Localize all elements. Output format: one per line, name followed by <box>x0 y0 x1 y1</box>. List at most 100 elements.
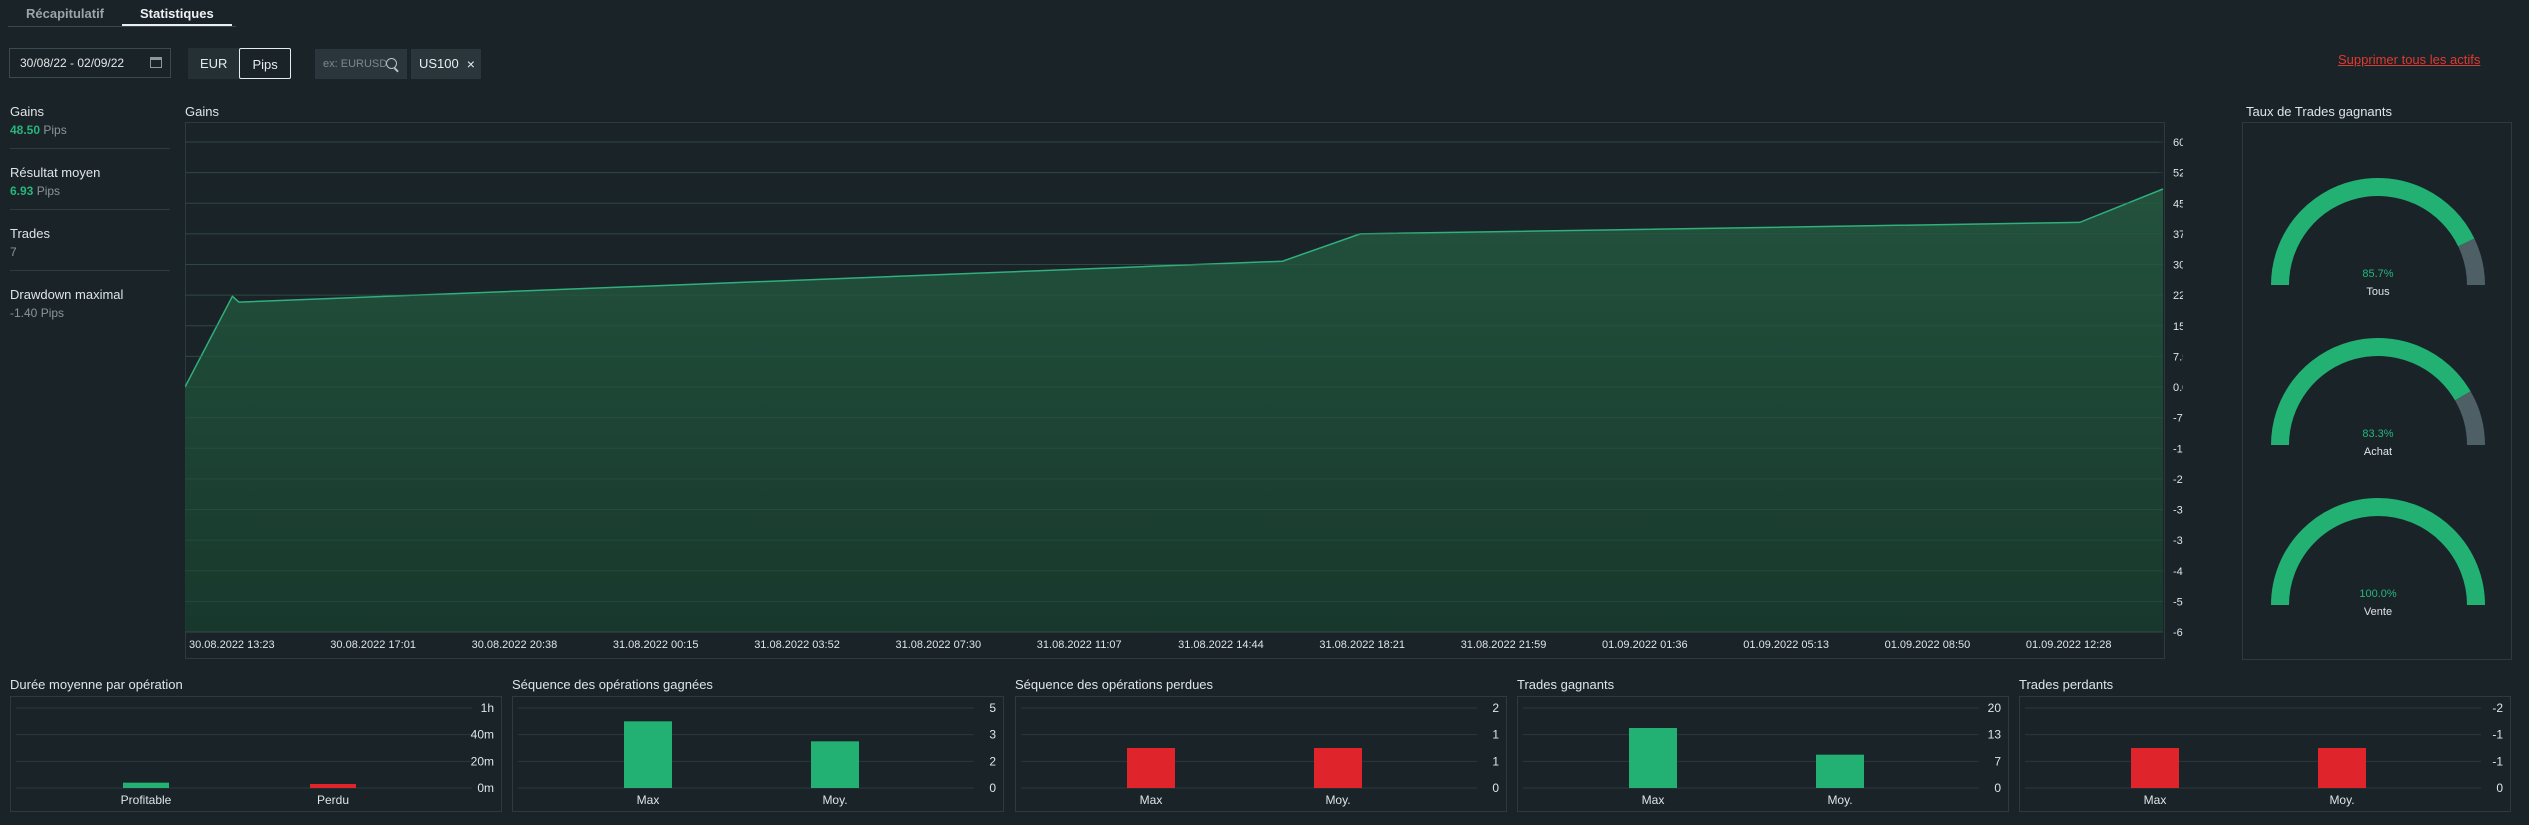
tab-recapitulatif[interactable]: Récapitulatif <box>26 6 105 21</box>
stat-label: Trades <box>10 226 50 241</box>
gauge-label: Vente <box>2364 606 2392 618</box>
gauge-arc-rest <box>2454 391 2485 446</box>
mini-chart: 20 13 7 0 Max Moy. <box>1517 696 2009 812</box>
bar-moy <box>2318 748 2366 788</box>
win-rate-panel: 85.7% Tous 83.3% Achat 100.0% Vente <box>2242 122 2512 660</box>
x-tick-label: Perdu <box>317 793 349 807</box>
bar-profitable <box>123 782 169 788</box>
unit-toggle: EUR Pips <box>188 48 291 79</box>
search-placeholder: ex: EURUSD <box>323 58 388 70</box>
x-tick-label: 31.08.2022 14:44 <box>1178 639 1264 651</box>
asset-chip: US100 × <box>411 49 481 79</box>
y-tick-label: -30.00 <box>2173 505 2183 517</box>
x-tick-label: 01.09.2022 01:36 <box>1602 639 1688 651</box>
bar-max <box>1127 748 1175 788</box>
bar-moy <box>811 741 859 788</box>
gains-chart: 60.00 52.50 45.00 37.50 30.00 22.50 15.00 7.50 0… <box>185 122 2183 659</box>
x-tick-label: Max <box>637 793 660 807</box>
y-tick-label: 5 <box>989 701 996 715</box>
y-tick-label: 0 <box>2496 781 2503 795</box>
y-tick-label: 1 <box>1492 728 1499 742</box>
gauge-tous: 85.7% Tous <box>2271 178 2485 298</box>
gauge-value: 83.3% <box>2362 428 2393 440</box>
mini-chart: -2 -1 -1 0 Max Moy. <box>2019 696 2511 812</box>
stat-label: Drawdown maximal <box>10 287 124 302</box>
stat-value: 7 <box>10 245 17 259</box>
y-tick-label: 3 <box>989 728 996 742</box>
x-tick-label: 30.08.2022 13:23 <box>189 639 275 651</box>
tab-bar: Récapitulatif Statistiques <box>8 0 236 27</box>
y-tick-label: 0 <box>1492 781 1499 795</box>
clear-all-assets-link[interactable]: Supprimer tous les actifs <box>2338 52 2481 67</box>
gauge-value: 85.7% <box>2362 268 2393 280</box>
stat-trades: Trades 7 <box>10 226 170 271</box>
x-tick-label: 31.08.2022 11:07 <box>1037 639 1122 651</box>
x-tick-label: 30.08.2022 20:38 <box>472 639 558 651</box>
mini-chart-title: Trades perdants <box>2019 677 2114 692</box>
x-tick-label: 31.08.2022 00:15 <box>613 639 699 651</box>
asset-search-input[interactable]: ex: EURUSD <box>315 49 407 79</box>
x-tick-label: 31.08.2022 18:21 <box>1319 639 1405 651</box>
x-tick-label: Profitable <box>121 793 172 807</box>
mini-chart: 2 1 1 0 Max Moy. <box>1015 696 1507 812</box>
y-tick-label: 0m <box>477 781 494 795</box>
gauge-arc-value <box>2271 338 2471 446</box>
mini-chart: 1h 40m 20m 0m Profitable Perdu <box>10 696 502 812</box>
y-tick-label: -45.00 <box>2173 566 2183 578</box>
x-tick-label: 31.08.2022 07:30 <box>896 639 982 651</box>
stat-average-result: Résultat moyen 6.93 Pips <box>10 165 170 210</box>
gauge-arc-rest <box>2458 238 2485 286</box>
stat-max-drawdown: Drawdown maximal -1.40 Pips <box>10 287 170 320</box>
stat-value: -1.40 <box>10 306 38 320</box>
stat-label: Gains <box>10 104 44 119</box>
x-tick-label: Max <box>2144 793 2167 807</box>
y-tick-label: 20 <box>1988 701 2002 715</box>
bar-moy <box>1314 748 1362 788</box>
y-tick-label: 7 <box>1994 754 2001 768</box>
mini-chart-title: Trades gagnants <box>1517 677 1615 692</box>
y-tick-label: 20m <box>471 754 494 768</box>
unit-option-eur[interactable]: EUR <box>200 56 228 71</box>
y-tick-label: -15.00 <box>2173 443 2183 455</box>
mini-chart-frame <box>2019 696 2511 812</box>
stat-value: 48.50 <box>10 123 41 137</box>
gains-area <box>185 189 2163 632</box>
stat-gains: Gains 48.50 Pips <box>10 104 170 149</box>
gauge-arc-value <box>2271 178 2475 286</box>
gauge-label: Tous <box>2366 286 2390 298</box>
y-tick-label: -60.00 <box>2173 627 2183 639</box>
mini-chart-title: Séquence des opérations gagnées <box>512 677 713 692</box>
y-tick-label: -52.50 <box>2173 596 2183 608</box>
y-tick-label: 37.50 <box>2173 229 2183 241</box>
bar-moy <box>1816 754 1864 788</box>
date-range-value: 30/08/22 - 02/09/22 <box>20 56 125 70</box>
y-tick-label: -2 <box>2492 701 2503 715</box>
bar-max <box>624 721 672 788</box>
y-tick-label: 22.50 <box>2173 290 2183 302</box>
search-icon[interactable] <box>386 58 397 69</box>
close-icon[interactable]: × <box>466 56 475 72</box>
x-tick-label: Moy. <box>2329 793 2354 807</box>
win-rate-gauges: 85.7% Tous 83.3% Achat 100.0% Vente <box>2271 178 2485 618</box>
y-tick-label: 0 <box>1994 781 2001 795</box>
tab-statistiques[interactable]: Statistiques <box>122 0 232 26</box>
gauge-arc-value <box>2271 498 2485 606</box>
calendar-icon[interactable] <box>150 57 162 68</box>
y-tick-label: 52.50 <box>2173 168 2183 180</box>
unit-option-pips[interactable]: Pips <box>239 48 291 79</box>
y-tick-label: -1 <box>2492 754 2503 768</box>
x-tick-label: Moy. <box>1325 793 1350 807</box>
gauge-vente: 100.0% Vente <box>2271 498 2485 618</box>
mini-chart-frame <box>512 696 1004 812</box>
x-tick-label: Max <box>1140 793 1163 807</box>
gains-chart-title: Gains <box>185 104 219 119</box>
y-tick-label: 15.00 <box>2173 321 2183 333</box>
x-tick-label: Max <box>1642 793 1665 807</box>
y-tick-label: 7.50 <box>2173 351 2183 363</box>
mini-chart: 5 3 2 0 Max Moy. <box>512 696 1004 812</box>
y-tick-label: 13 <box>1988 728 2002 742</box>
x-tick-label: Moy. <box>822 793 847 807</box>
mini-chart-frame <box>10 696 502 812</box>
mini-chart-title: Durée moyenne par opération <box>10 677 183 692</box>
date-range-picker[interactable]: 30/08/22 - 02/09/22 <box>9 48 171 78</box>
